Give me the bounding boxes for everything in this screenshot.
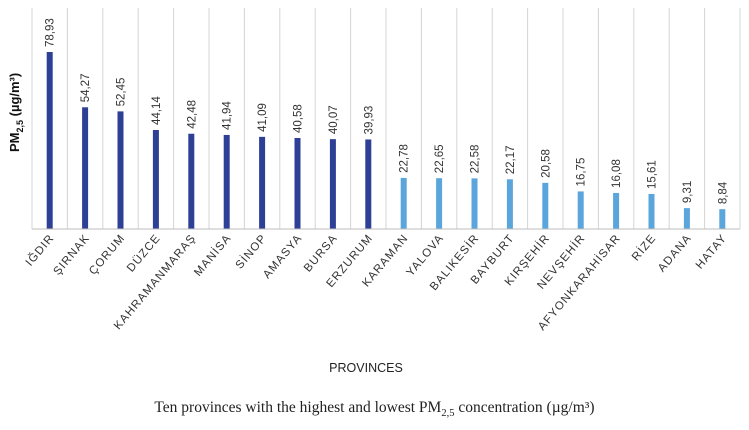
- category-label: IĞDIR: [23, 232, 57, 269]
- bar: [117, 111, 124, 229]
- category-label: SİNOP: [233, 232, 270, 272]
- bar: [365, 139, 372, 229]
- bar: [82, 107, 89, 229]
- value-label: 40,58: [293, 104, 305, 133]
- bar: [188, 133, 195, 229]
- y-axis-title-main: PM: [7, 133, 22, 153]
- value-label: 22,58: [470, 145, 482, 174]
- category-label: ÇORUM: [87, 232, 128, 277]
- bar: [506, 179, 513, 229]
- value-label: 78,93: [45, 18, 57, 47]
- bar: [471, 178, 478, 229]
- value-label: 52,45: [116, 78, 128, 107]
- value-label: 44,14: [151, 96, 163, 125]
- category-label: HATAY: [694, 232, 730, 271]
- y-axis-title-unit: (µg/m³): [7, 73, 22, 120]
- value-label: 9,31: [682, 181, 694, 203]
- bar: [223, 134, 230, 229]
- value-label: 20,58: [540, 149, 552, 178]
- chart-grid: [31, 8, 741, 229]
- bar: [613, 192, 620, 229]
- bar: [259, 136, 266, 229]
- caption-suffix: concentration (µg/m³): [454, 399, 595, 416]
- value-label: 42,48: [186, 100, 198, 129]
- category-label: ADANA: [656, 232, 694, 274]
- value-label: 54,27: [80, 74, 92, 103]
- bar: [329, 139, 336, 229]
- y-axis-title-sub: 2,5: [15, 120, 25, 133]
- value-label: 40,07: [328, 105, 340, 134]
- category-label: ŞIRNAK: [51, 232, 92, 278]
- value-label: 16,08: [611, 159, 623, 188]
- x-axis-title: PROVINCES: [329, 361, 403, 375]
- chart-value-labels: 78,93 54,27 52,45 44,14 42,48 41,94 41,09 40,58…: [45, 18, 730, 204]
- bar-chart: 78,93 54,27 52,45 44,14 42,48 41,94 41,09 40,58…: [7, 8, 741, 375]
- bar: [46, 52, 53, 229]
- category-label: RİZE: [629, 232, 659, 264]
- figure-caption: Ten provinces with the highest and lowes…: [0, 399, 749, 419]
- caption-prefix: Ten provinces with the highest and lowes…: [154, 399, 442, 416]
- value-label: 22,78: [399, 144, 411, 173]
- bar: [152, 130, 159, 229]
- value-label: 22,17: [505, 146, 517, 175]
- bar: [577, 191, 584, 229]
- bar: [542, 182, 549, 229]
- bar: [719, 209, 726, 229]
- bar: [400, 177, 407, 229]
- y-axis-title: PM2,5 (µg/m³): [7, 73, 25, 152]
- chart-category-labels: IĞDIRŞIRNAKÇORUMDÜZCEKAHRAMANMARAŞMANİSA…: [23, 232, 730, 333]
- bar: [294, 137, 301, 229]
- value-label: 41,09: [257, 103, 269, 132]
- caption-sub: 2,5: [441, 408, 455, 420]
- value-label: 8,84: [717, 181, 729, 204]
- value-label: 22,65: [434, 144, 446, 173]
- value-label: 41,94: [222, 101, 234, 130]
- category-label: MANİSA: [191, 232, 234, 279]
- category-label: DÜZCE: [125, 232, 163, 274]
- bar: [436, 178, 443, 229]
- bar: [648, 193, 655, 229]
- value-label: 16,75: [576, 158, 588, 187]
- category-label: BURSA: [302, 232, 340, 274]
- value-label: 15,61: [647, 160, 659, 189]
- chart-bars: [46, 52, 726, 229]
- value-label: 39,93: [363, 106, 375, 135]
- bar: [683, 208, 690, 229]
